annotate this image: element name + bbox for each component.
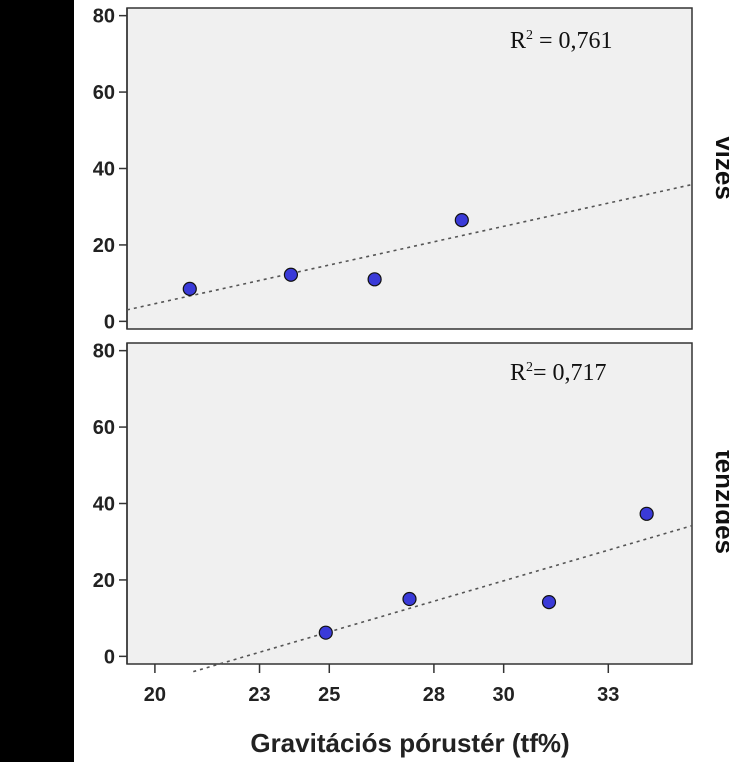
x-axis: 20 23 25 28 30 33 <box>144 664 619 706</box>
panel-label-vizes: vizes <box>710 136 729 200</box>
panel-label-tenzides: tenzides <box>710 450 729 554</box>
data-point <box>367 272 382 287</box>
x-tick-label: 20 <box>144 684 166 706</box>
r2-annotation-tenzides: R2= 0,717 <box>510 360 607 386</box>
r2-annotation-vizes: R2 = 0,761 <box>510 28 613 54</box>
points-vizes <box>182 212 469 296</box>
data-point <box>454 212 469 228</box>
x-tick-label: 23 <box>248 684 270 706</box>
y-ticks-vizes: 0 20 40 60 80 <box>93 6 127 333</box>
data-point <box>318 625 333 640</box>
plot-area-vizes <box>126 7 693 330</box>
y-tick-label: 20 <box>93 570 115 592</box>
data-point <box>541 594 557 610</box>
plot-area-tenzides <box>126 342 693 665</box>
data-point <box>283 267 299 282</box>
fit-line-vizes <box>126 183 693 311</box>
y-tick-label: 80 <box>93 341 115 363</box>
y-tick-label: 20 <box>93 235 115 257</box>
left-black-strip <box>0 0 74 762</box>
data-point <box>639 506 654 521</box>
data-point <box>182 281 197 296</box>
x-tick-label: 28 <box>423 684 445 706</box>
x-tick-label: 25 <box>318 684 340 706</box>
points-tenzides <box>318 506 654 640</box>
y-tick-label: 60 <box>93 417 115 439</box>
y-tick-label: 40 <box>93 159 115 181</box>
panel-vizes: 0 20 40 60 80 R2 = 0,761 vizes <box>93 6 729 334</box>
fit-line-tenzides <box>193 524 693 673</box>
x-axis-title: Gravitációs pórustér (tf%) <box>250 728 569 758</box>
y-ticks-tenzides: 0 20 40 60 80 <box>93 341 127 668</box>
y-tick-label: 0 <box>104 646 115 668</box>
y-tick-label: 0 <box>104 311 115 333</box>
panel-tenzides: 0 20 40 60 80 R2= 0,717 tenzides <box>93 341 729 673</box>
x-tick-label: 33 <box>597 684 619 706</box>
data-point <box>402 591 417 607</box>
y-tick-label: 80 <box>93 6 115 28</box>
y-tick-label: 60 <box>93 82 115 104</box>
x-tick-label: 30 <box>493 684 515 706</box>
y-tick-label: 40 <box>93 494 115 516</box>
